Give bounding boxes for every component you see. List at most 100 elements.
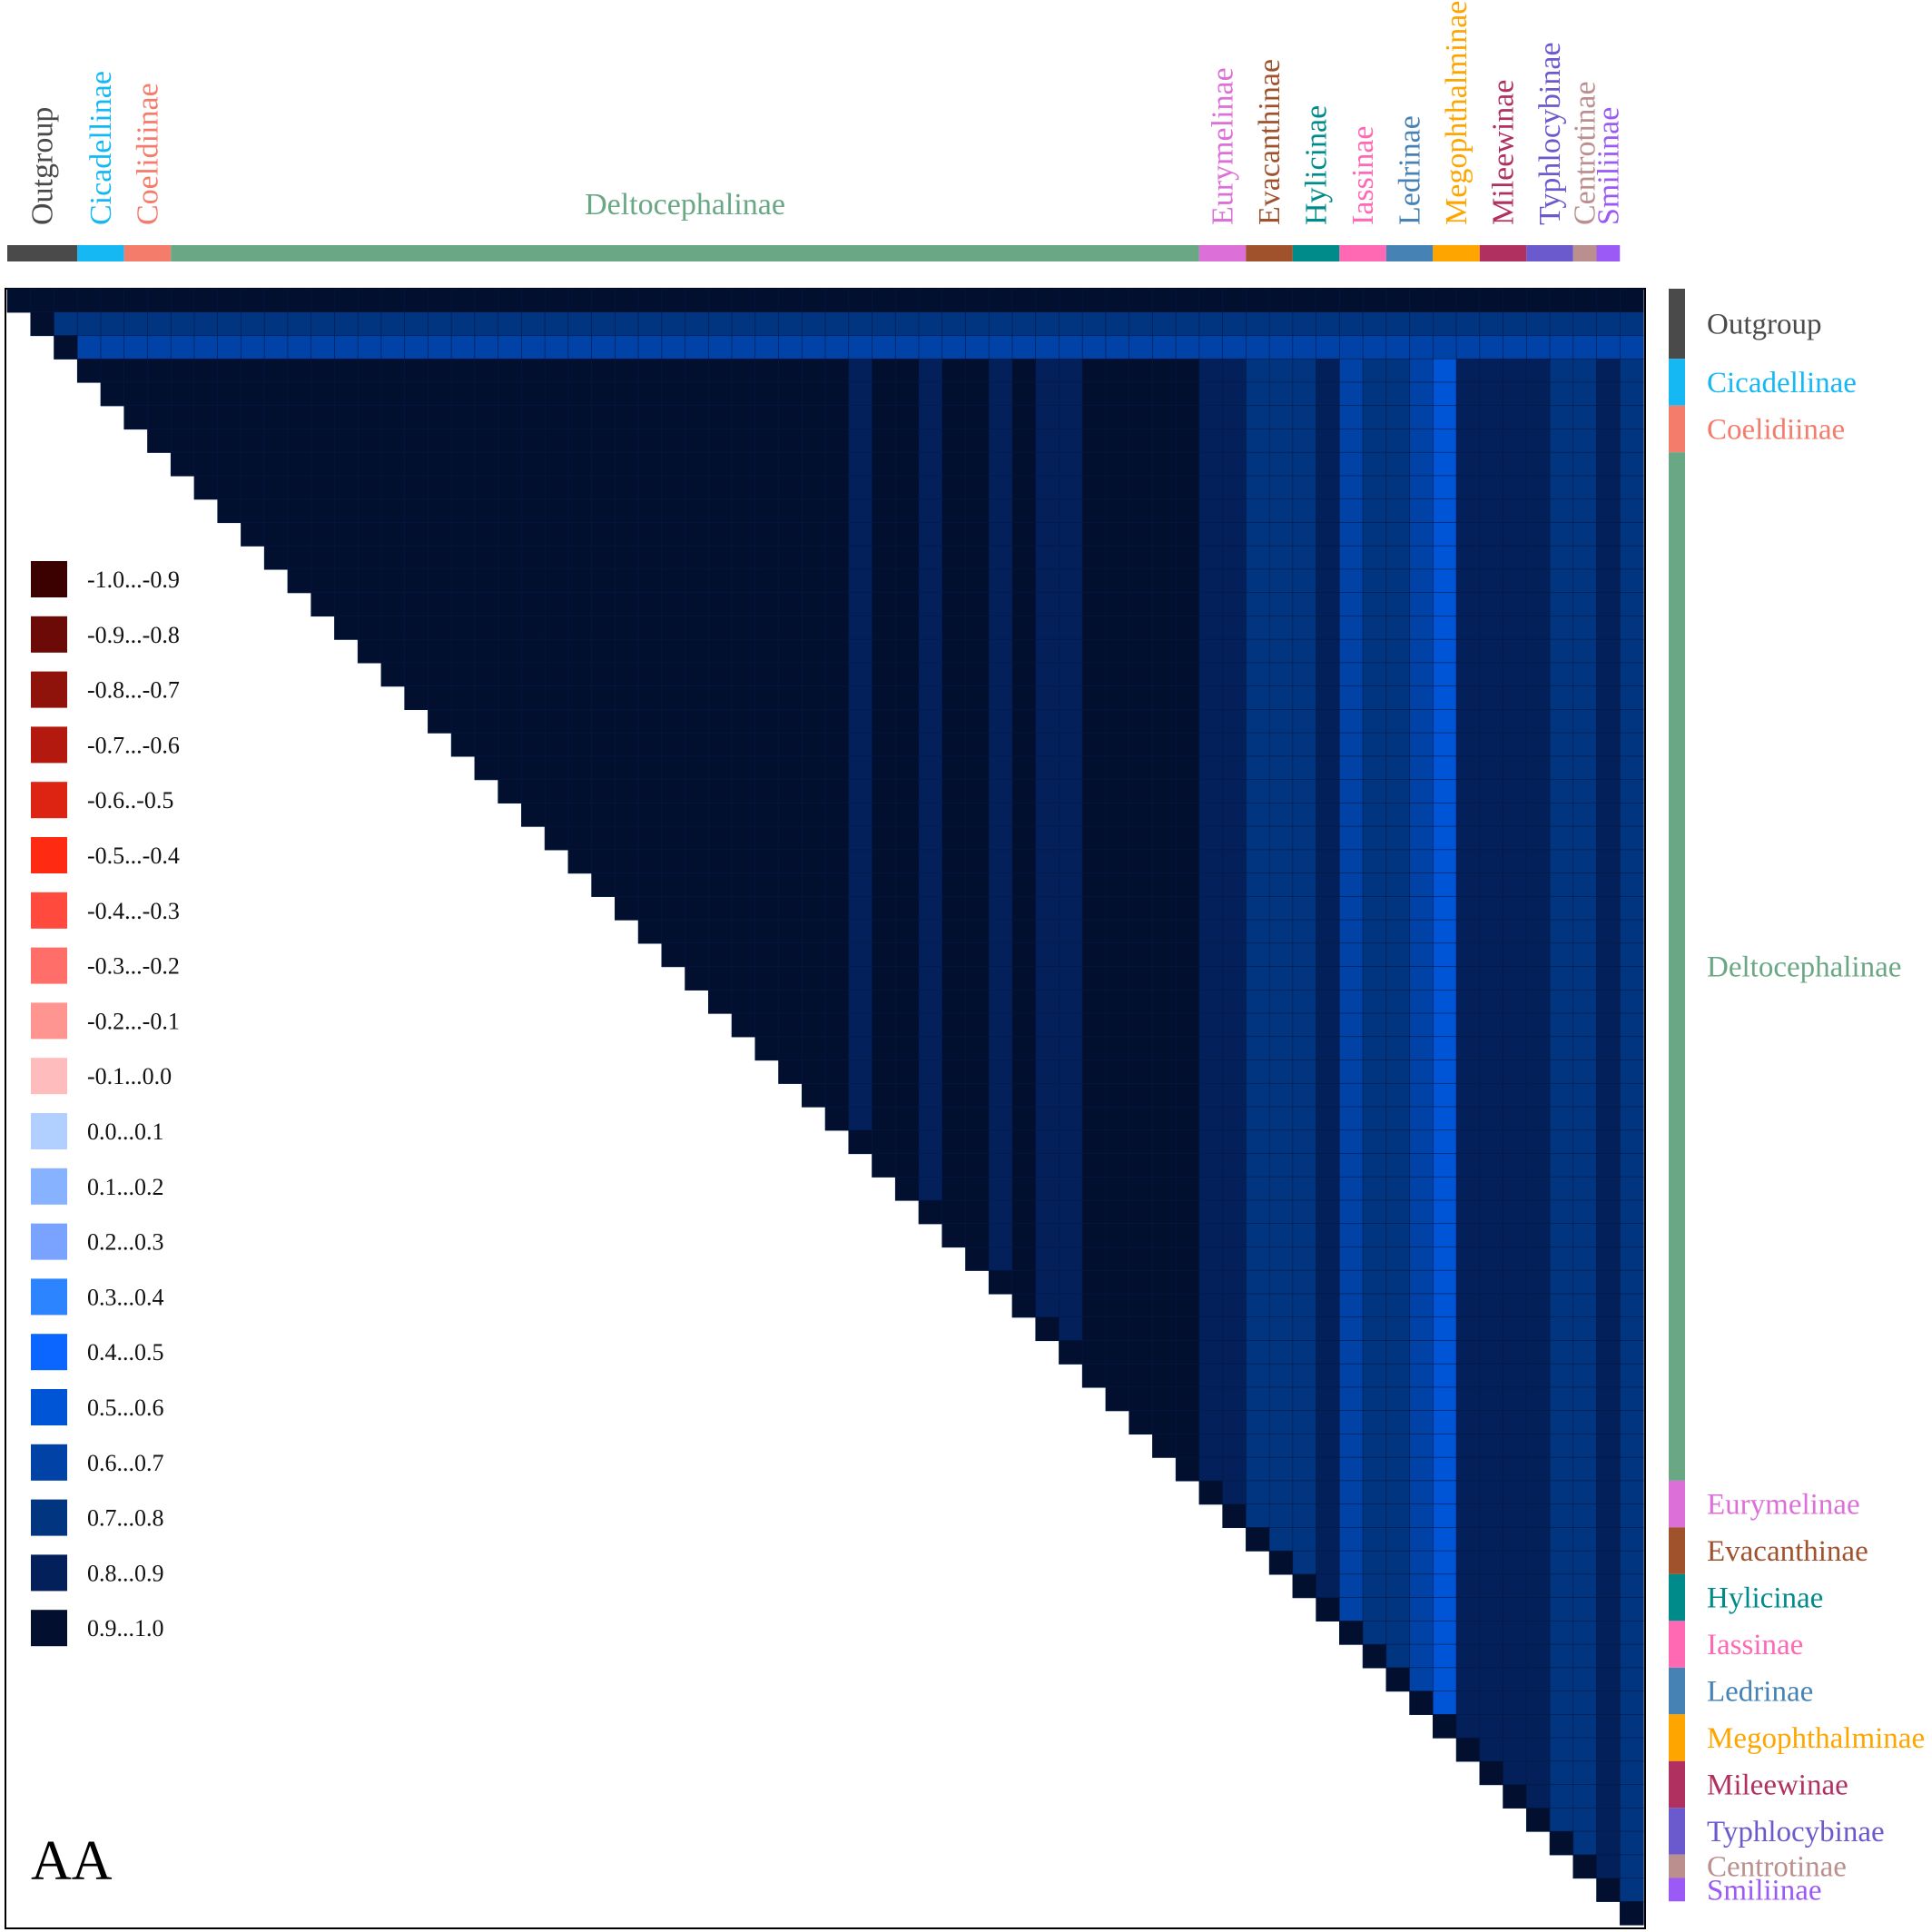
heatmap-cell bbox=[1268, 1060, 1294, 1084]
heatmap-cell bbox=[1316, 381, 1340, 407]
heatmap-cell bbox=[1222, 335, 1247, 360]
heatmap-cell bbox=[1619, 1714, 1644, 1739]
heatmap-cell bbox=[1596, 942, 1621, 968]
heatmap-cell bbox=[1081, 405, 1107, 430]
heatmap-cell bbox=[1268, 616, 1294, 640]
heatmap-cell bbox=[1409, 662, 1434, 687]
heatmap-cell bbox=[1572, 381, 1598, 407]
heatmap-cell bbox=[848, 358, 873, 383]
heatmap-cell bbox=[1549, 1784, 1574, 1809]
heatmap-cell bbox=[1339, 1410, 1364, 1435]
heatmap-cell bbox=[544, 616, 569, 640]
heatmap-cell bbox=[1385, 616, 1411, 640]
top-group-bar bbox=[123, 245, 172, 261]
heatmap-cell bbox=[1292, 732, 1317, 757]
heatmap-cell bbox=[1549, 1480, 1574, 1505]
heatmap-cell bbox=[1503, 429, 1527, 453]
heatmap-cell bbox=[894, 1012, 920, 1038]
heatmap-cell bbox=[1316, 451, 1340, 477]
right-group-label: Cicadellinae bbox=[1707, 367, 1857, 399]
heatmap-cell bbox=[685, 381, 709, 407]
heatmap-cell bbox=[778, 1036, 803, 1061]
heatmap-cell bbox=[1385, 451, 1411, 477]
heatmap-cell bbox=[450, 709, 476, 734]
heatmap-cell bbox=[1175, 288, 1200, 313]
heatmap-cell bbox=[1129, 1199, 1154, 1225]
heatmap-cell bbox=[1011, 592, 1037, 617]
heatmap-cell bbox=[1549, 545, 1574, 570]
heatmap-cell bbox=[1619, 1363, 1644, 1388]
heatmap-cell bbox=[918, 872, 943, 897]
heatmap-cell bbox=[1525, 522, 1551, 547]
heatmap-cell bbox=[1268, 732, 1294, 757]
top-group-label: Hylicinae bbox=[1300, 105, 1334, 225]
heatmap-cell bbox=[1503, 638, 1527, 664]
heatmap-cell bbox=[1222, 1082, 1247, 1108]
heatmap-cell bbox=[1292, 545, 1317, 570]
heatmap-cell bbox=[544, 709, 569, 734]
heatmap-cell bbox=[123, 335, 149, 360]
heatmap-cell bbox=[1619, 1456, 1644, 1482]
heatmap-cell bbox=[685, 709, 709, 734]
heatmap-cell bbox=[1059, 1247, 1083, 1271]
heatmap-cell bbox=[1316, 1386, 1340, 1412]
heatmap-cell bbox=[1455, 1643, 1481, 1669]
heatmap-cell bbox=[1596, 475, 1621, 500]
heatmap-cell bbox=[1035, 685, 1060, 711]
heatmap-cell bbox=[1175, 849, 1200, 874]
heatmap-cell bbox=[1198, 662, 1224, 687]
heatmap-cell bbox=[1059, 1199, 1083, 1225]
heatmap-cell bbox=[1479, 1621, 1504, 1645]
heatmap-cell bbox=[591, 662, 616, 687]
heatmap-cell bbox=[334, 311, 359, 337]
heatmap-cell bbox=[1525, 1386, 1551, 1412]
heatmap-cell bbox=[521, 662, 546, 687]
heatmap-cell bbox=[380, 381, 406, 407]
heatmap-cell bbox=[498, 755, 522, 781]
heatmap-cell bbox=[1222, 1434, 1247, 1458]
heatmap-cell bbox=[1479, 709, 1504, 734]
heatmap-cell bbox=[685, 288, 709, 313]
heatmap-cell bbox=[1152, 662, 1177, 687]
heatmap-cell bbox=[1246, 849, 1270, 874]
heatmap-cell bbox=[521, 311, 546, 337]
heatmap-cell bbox=[1222, 1060, 1247, 1084]
heatmap-cell bbox=[1292, 358, 1317, 383]
heatmap-cell bbox=[1292, 779, 1317, 803]
heatmap-cell bbox=[988, 1153, 1013, 1178]
top-group-bar bbox=[1385, 245, 1434, 261]
heatmap-cell bbox=[357, 545, 382, 570]
heatmap-cell bbox=[894, 685, 920, 711]
heatmap-cell bbox=[1339, 755, 1364, 781]
heatmap-cell bbox=[894, 942, 920, 968]
heatmap-cell bbox=[707, 429, 733, 453]
heatmap-cell bbox=[1409, 475, 1434, 500]
heatmap-cell bbox=[1572, 616, 1598, 640]
heatmap-cell bbox=[498, 638, 522, 664]
heatmap-cell bbox=[1385, 872, 1411, 897]
heatmap-cell bbox=[1152, 849, 1177, 874]
heatmap-cell bbox=[1152, 498, 1177, 524]
heatmap-cell bbox=[1292, 919, 1317, 944]
heatmap-cell bbox=[1479, 1012, 1504, 1038]
heatmap-cell bbox=[1105, 475, 1130, 500]
top-group-bar bbox=[77, 245, 124, 261]
heatmap-cell bbox=[941, 685, 967, 711]
heatmap-cell bbox=[685, 779, 709, 803]
heatmap-cell bbox=[1596, 1878, 1621, 1902]
heatmap-cell bbox=[1362, 685, 1387, 711]
heatmap-cell bbox=[615, 288, 639, 313]
heatmap-cell bbox=[1619, 475, 1644, 500]
right-group-label: Typhlocybinae bbox=[1707, 1816, 1885, 1848]
heatmap-cell bbox=[1433, 989, 1457, 1014]
heatmap-cell bbox=[1175, 919, 1200, 944]
heatmap-cell bbox=[1433, 568, 1457, 594]
heatmap-cell bbox=[778, 638, 803, 664]
heatmap-cell bbox=[428, 498, 452, 524]
heatmap-cell bbox=[1035, 545, 1060, 570]
heatmap-cell bbox=[1105, 1269, 1130, 1295]
heatmap-cell bbox=[824, 849, 850, 874]
heatmap-cell bbox=[848, 381, 873, 407]
heatmap-cell bbox=[450, 568, 476, 594]
heatmap-cell bbox=[428, 545, 452, 570]
